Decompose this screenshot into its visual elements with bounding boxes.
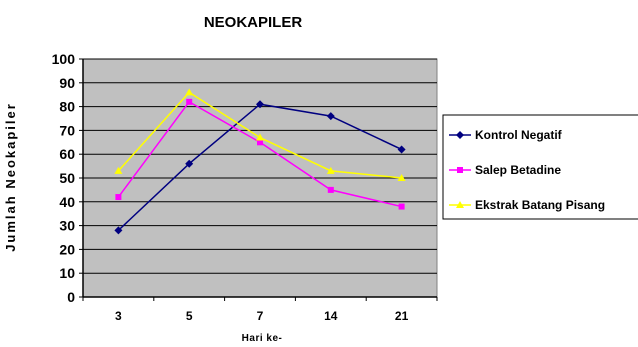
data-point-salep-betadine <box>115 194 122 201</box>
y-tick-label: 60 <box>59 146 75 162</box>
data-point-ekstrak-batang-pisang <box>397 174 406 181</box>
data-point-kontrol-negatif <box>256 100 264 109</box>
legend-marker-ekstrak-batang-pisang <box>456 201 464 208</box>
data-point-kontrol-negatif <box>185 159 194 168</box>
data-point-ekstrak-batang-pisang <box>114 166 123 174</box>
x-tick-label: 21 <box>395 309 409 323</box>
x-tick-label: 14 <box>324 309 338 323</box>
legend-box <box>442 114 638 220</box>
chart-title: NEOKAPILER <box>204 14 303 31</box>
data-point-kontrol-negatif <box>326 112 335 121</box>
y-tick-label: 100 <box>52 51 76 67</box>
y-tick-label: 80 <box>59 99 75 115</box>
legend-label-salep-betadine: Salep Betadine <box>475 163 561 177</box>
data-point-salep-betadine <box>257 139 263 146</box>
y-tick-label: 20 <box>59 241 75 257</box>
legend: Kontrol Negatif Salep Betadine Ekstrak Bat… <box>442 114 638 220</box>
y-tick-label: 70 <box>59 122 75 138</box>
y-axis-label: Jumlah Neokapiler <box>3 102 18 252</box>
y-tick-label: 40 <box>59 194 75 210</box>
data-point-salep-betadine <box>327 186 334 193</box>
legend-label-ekstrak-batang-pisang: Ekstrak Batang Pisang <box>475 198 605 212</box>
data-point-salep-betadine <box>186 98 193 105</box>
y-tick-label: 0 <box>67 289 75 305</box>
legend-label-kontrol-negatif: Kontrol Negatif <box>475 128 563 142</box>
data-point-ekstrak-batang-pisang <box>256 133 264 141</box>
data-point-kontrol-negatif <box>397 145 406 154</box>
y-tick-label: 10 <box>59 265 75 281</box>
legend-marker-kontrol-negatif <box>456 131 464 139</box>
x-axis-label: Hari ke- <box>242 333 283 344</box>
legend-marker-salep-betadine <box>457 167 463 173</box>
y-tick-label: 30 <box>59 218 75 234</box>
x-tick-label: 7 <box>257 309 264 323</box>
y-tick-label: 50 <box>59 170 75 186</box>
x-tick-label: 3 <box>115 309 122 323</box>
data-point-ekstrak-batang-pisang <box>185 88 194 96</box>
plot-area: 0 10 20 30 40 50 60 70 80 90 100 3 5 7 14 21 <box>52 51 438 323</box>
data-point-kontrol-negatif <box>114 226 123 235</box>
data-point-ekstrak-batang-pisang <box>326 166 335 174</box>
x-tick-label: 5 <box>186 309 193 323</box>
data-point-salep-betadine <box>398 203 405 210</box>
y-tick-label: 90 <box>59 75 75 91</box>
